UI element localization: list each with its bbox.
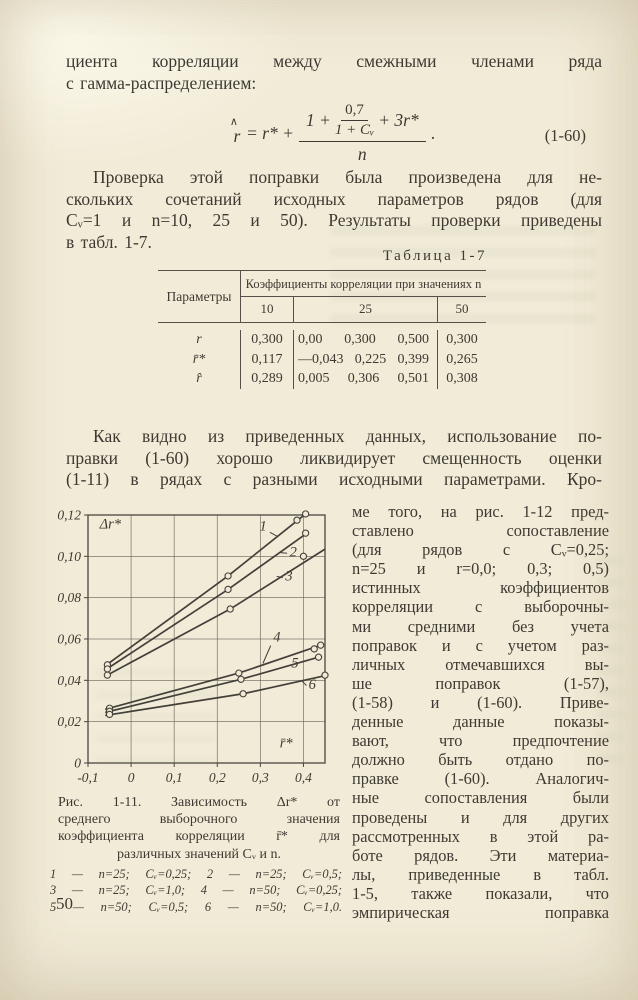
text-line: 1 — n=25; Cᵥ=0,25; 2 — n=25; Cᵥ=0,5;: [50, 867, 342, 881]
table-row: r̄* 0,117 —0,043 0,225 0,399 0,265: [158, 349, 486, 369]
svg-text:0,1: 0,1: [166, 770, 183, 785]
page-number: 50: [56, 894, 73, 913]
text-line: правке (1-60). Аналогич-: [352, 769, 609, 789]
text-line: среднего выборочного значения: [58, 812, 340, 828]
right-column-paragraph: ме того, на рис. 1-12 пред-ставлено сопо…: [352, 502, 609, 922]
text-line: ме того, на рис. 1-12 пред-: [352, 502, 609, 521]
fraction: 1 + 0,7 1 + Cᵥ + 3r* n: [298, 101, 426, 165]
text-line: правки (1-60) хорошо ликвидирует смещенн…: [66, 447, 602, 468]
table-1-7: Параметры Коэффициенты корреляции при зн…: [158, 270, 486, 392]
svg-text:0,06: 0,06: [57, 632, 81, 647]
nested-fraction: 0,7 1 + Cᵥ: [334, 101, 375, 138]
text-line: 5 — n=50; Cᵥ=0,5; 6 — n=50; Cᵥ=1,0.: [50, 899, 342, 914]
svg-text:5: 5: [291, 656, 298, 672]
text-line: лы, приведенные в табл.: [352, 864, 609, 884]
svg-text:r̄*: r̄*: [280, 736, 294, 752]
table-body: r 0,300 0,00 0,300 0,500 0,300 r̄* 0,117 —…: [158, 323, 486, 392]
table-col-params: Параметры: [158, 271, 241, 322]
text-line: денные данные показы-: [352, 712, 609, 732]
text-line: проведены и для других: [352, 807, 609, 827]
table-group-header: Коэффициенты корреляции при значениях n: [241, 271, 486, 297]
svg-text:4: 4: [273, 629, 280, 645]
paragraph-proverka: Проверка этой поправки была произведена …: [66, 167, 602, 253]
svg-text:0,2: 0,2: [209, 770, 226, 785]
text-line: ставлено сопоставление: [352, 521, 609, 541]
text-line: в табл. 1-7.: [66, 231, 152, 252]
figure-1-11: -0,1 0 0,1 0,2 0,3 0,4 0 0,02 0,04 0,06 0,08 0,10 0,…: [50, 502, 346, 914]
text-line: 1-5, также показали, что: [352, 883, 609, 903]
svg-text:0,3: 0,3: [252, 770, 269, 785]
svg-text:2: 2: [290, 544, 297, 560]
svg-text:6: 6: [309, 677, 317, 693]
text-line: 3 — n=25; Cᵥ=1,0; 4 — n=50; Cᵥ=0,25;: [50, 883, 342, 898]
svg-text:3: 3: [284, 569, 292, 585]
table-header: Параметры Коэффициенты корреляции при зн…: [158, 271, 486, 323]
figure-legend: 1 — n=25; Cᵥ=0,25; 2 — n=25; Cᵥ=0,5; 3 — …: [50, 866, 342, 915]
svg-text:0: 0: [74, 756, 81, 771]
svg-text:0: 0: [128, 770, 135, 785]
text-line: с гамма-распределением:: [66, 72, 257, 93]
text-line: поправок и с учетом раз-: [352, 635, 609, 655]
r-hat-symbol: ∧ r: [229, 116, 241, 147]
svg-text:0,4: 0,4: [295, 770, 312, 785]
svg-text:Δr*: Δr*: [99, 516, 122, 532]
text-line: эмпирическая поправка: [352, 902, 609, 922]
paragraph-kak-vidno: Как видно из приведенных данных, использ…: [66, 426, 602, 491]
text-line: ше поправок (1-57),: [352, 673, 609, 693]
text-line: истинных коэффициентов: [352, 578, 609, 598]
svg-text:-0,1: -0,1: [77, 770, 98, 785]
text-line: (1-58) и (1-60). Приве-: [352, 692, 609, 712]
text-line: различных значений Cᵥ и n.: [116, 846, 281, 862]
figure-1-11-chart: -0,1 0 0,1 0,2 0,3 0,400,020,040,060,080,100,…: [57, 508, 329, 785]
text-line: ми средними без учета: [352, 616, 609, 636]
table-subheader-50: 50: [455, 301, 469, 316]
svg-text:0,10: 0,10: [57, 549, 81, 564]
table-caption: Таблица 1-7: [382, 248, 487, 264]
text-line: Cᵥ=1 и n=10, 25 и 50). Результаты провер…: [66, 210, 602, 230]
svg-text:0,02: 0,02: [57, 714, 81, 729]
equation-body: = r* +: [245, 122, 294, 143]
table-subheader-10: 10: [241, 297, 294, 322]
text-line: Как видно из приведенных данных, использ…: [93, 426, 602, 446]
text-line: боте рядов. Эти материа-: [352, 845, 609, 865]
svg-text:0,04: 0,04: [57, 673, 81, 688]
text-line: должно быть отдано по-: [352, 750, 609, 770]
text-line: Рис. 1-11. Зависимость Δr* от: [58, 795, 340, 810]
svg-text:0,08: 0,08: [57, 590, 81, 605]
text-line: ные сопоставления были: [352, 788, 609, 808]
text-line: личных отмечавшихся вы-: [352, 654, 609, 674]
svg-text:0,12: 0,12: [57, 508, 81, 523]
text-line: вают, что предпочтение: [352, 731, 609, 751]
text-line: коэффициента корреляции r̄* для: [58, 829, 340, 845]
table-row: r 0,300 0,00 0,300 0,500 0,300: [158, 330, 486, 350]
text-line: рассмотренных в этой ра-: [352, 826, 609, 846]
text-line: n=25 и r=0,0; 0,3; 0,5): [352, 559, 609, 579]
text-line: Проверка этой поправки была произведена …: [93, 167, 602, 187]
svg-text:1: 1: [260, 519, 267, 535]
table-row: r̂ 0,289 0,005 0,306 0,501 0,308: [158, 369, 486, 389]
figure-caption: Рис. 1-11. Зависимость Δr* от среднего вы…: [58, 794, 340, 863]
text-line: (1-11) в рядах с разными исходными парам…: [66, 469, 602, 489]
table-subheader-25: 25: [294, 297, 438, 322]
intro-paragraph: циента корреляции между смежными членами…: [66, 51, 602, 94]
equation-1-60: ∧ r = r* + 1 + 0,7 1 + Cᵥ + 3r* n . (1-60…: [229, 101, 586, 165]
text-line: скольких сочетаний исходных параметров р…: [66, 188, 602, 209]
text-line: циента корреляции между смежными членами…: [66, 51, 602, 71]
equation-number: (1-60): [544, 126, 586, 145]
text-line: (для рядов с Cᵥ=0,25;: [352, 540, 609, 560]
text-line: корреляции с выборочны-: [352, 597, 609, 617]
